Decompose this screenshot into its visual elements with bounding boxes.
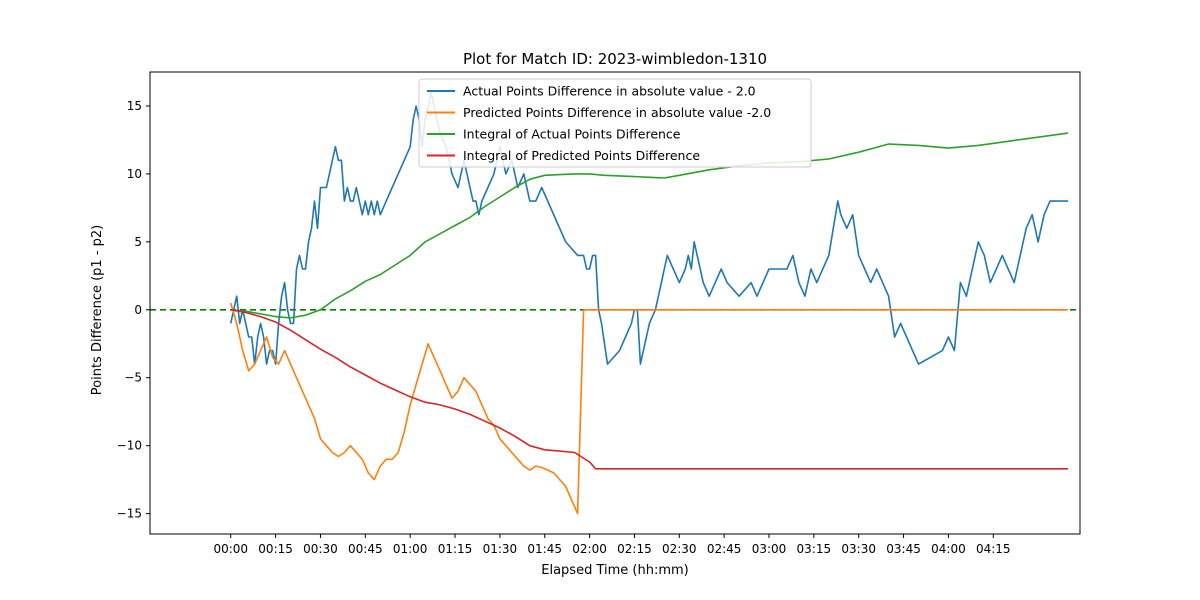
x-tick-label: 02:30 xyxy=(662,542,697,556)
series-line-1 xyxy=(229,91,1068,365)
y-tick-label: 15 xyxy=(127,99,142,113)
y-tick-label: 10 xyxy=(127,167,142,181)
x-tick-label: 02:45 xyxy=(707,542,742,556)
x-tick-label: 03:00 xyxy=(752,542,787,556)
x-tick-label: 03:15 xyxy=(797,542,832,556)
x-tick-label: 00:45 xyxy=(348,542,383,556)
y-tick-label: −5 xyxy=(124,371,142,385)
y-tick-label: −10 xyxy=(117,439,142,453)
x-axis-label: Elapsed Time (hh:mm) xyxy=(541,563,688,578)
y-tick-label: 0 xyxy=(134,303,142,317)
legend-box xyxy=(418,78,812,168)
series-line-4 xyxy=(230,309,1068,470)
x-tick-label: 00:30 xyxy=(303,542,338,556)
y-axis-label: Points Difference (p1 - p2) xyxy=(90,225,105,395)
y-tick-label: −15 xyxy=(117,507,142,521)
x-tick-label: 00:00 xyxy=(213,542,248,556)
legend-entry-label: Predicted Points Difference in absolute … xyxy=(463,105,771,120)
plot-frame xyxy=(149,71,1081,535)
y-tick-label: 5 xyxy=(134,235,142,249)
x-tick-label: 02:15 xyxy=(617,542,652,556)
chart-title: Plot for Match ID: 2023-wimbledon-1310 xyxy=(463,50,767,68)
legend: Actual Points Difference in absolute val… xyxy=(418,78,812,168)
legend-entry-label: Actual Points Difference in absolute val… xyxy=(463,84,756,99)
series-line-2 xyxy=(229,302,1068,515)
x-tick-label: 01:45 xyxy=(527,542,562,556)
x-tick-label: 01:30 xyxy=(483,542,518,556)
series-line-3 xyxy=(230,132,1069,319)
x-tick-label: 02:00 xyxy=(572,542,607,556)
x-tick-label: 03:45 xyxy=(886,542,921,556)
plot-area xyxy=(150,91,1080,515)
x-tick-label: 04:00 xyxy=(931,542,966,556)
legend-entry-label: Integral of Predicted Points Difference xyxy=(463,148,700,163)
x-tick-label: 01:15 xyxy=(438,542,473,556)
x-tick-label: 03:30 xyxy=(841,542,876,556)
legend-entry-label: Integral of Actual Points Difference xyxy=(463,127,681,142)
x-tick-label: 01:00 xyxy=(393,542,428,556)
axes: 00:00 00:15 00:30 00:45 01:00 01:15 01:30 01:45… xyxy=(117,71,1081,556)
x-tick-label: 00:15 xyxy=(258,542,293,556)
x-tick-label: 04:15 xyxy=(976,542,1011,556)
